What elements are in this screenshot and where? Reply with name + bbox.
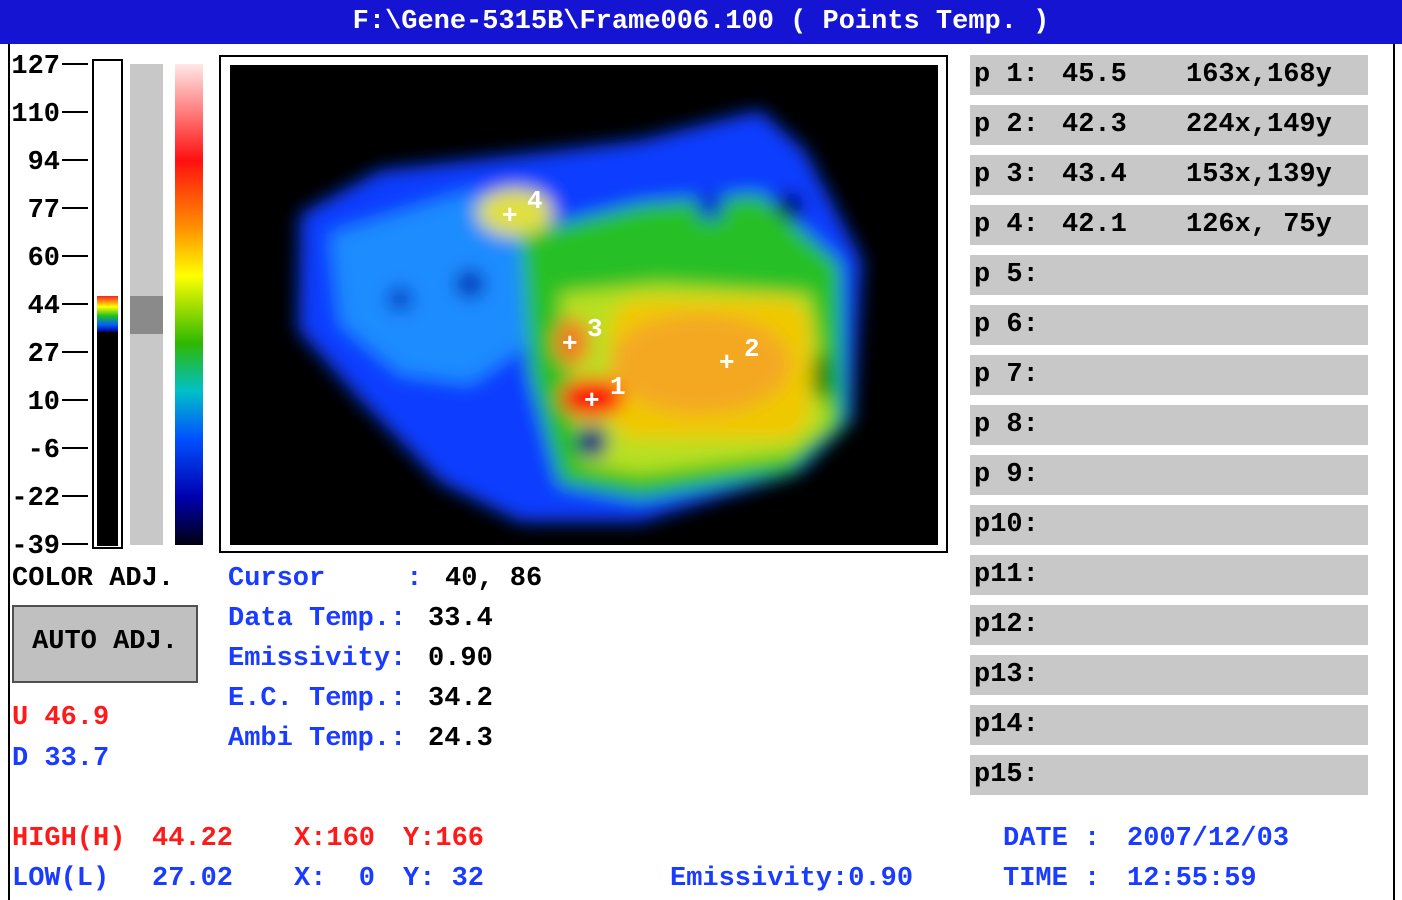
scale-label: 94 (28, 148, 60, 178)
readout-value: 0.90 (428, 644, 493, 674)
marker-cross: + (719, 348, 735, 378)
point-label: p 4: (974, 210, 1039, 240)
low-label: LOW(L) (12, 864, 110, 894)
point-label: p12: (974, 610, 1039, 640)
point-row: p11: (970, 555, 1368, 595)
point-label: p 1: (974, 60, 1039, 90)
point-row: p15: (970, 755, 1368, 795)
date-value: 2007/12/03 (1127, 824, 1290, 854)
marker-cross: + (502, 201, 518, 231)
color-adj-label: COLOR ADJ. (12, 564, 175, 594)
scale-label: 60 (28, 244, 60, 274)
scale-label: 110 (11, 100, 60, 130)
point-row: p13: (970, 655, 1368, 695)
scale-label: -39 (11, 532, 60, 562)
high-x: X:160 (294, 824, 376, 854)
point-label: p 5: (974, 260, 1039, 290)
point-label: p 8: (974, 410, 1039, 440)
point-row: p12: (970, 605, 1368, 645)
point-row: p 7: (970, 355, 1368, 395)
readout-label: Emissivity: (228, 644, 407, 674)
time-value: 12:55:59 (1127, 864, 1257, 894)
palette-bar (175, 64, 203, 545)
point-row: p 2: 42.3 224x,149y (970, 105, 1368, 145)
point-label: p15: (974, 760, 1039, 790)
scale-label: 77 (28, 196, 60, 226)
point-row: p 9: (970, 455, 1368, 495)
point-label: p13: (974, 660, 1039, 690)
range-window (130, 296, 163, 334)
high-label: HIGH(H) (12, 824, 126, 854)
point-row: p 4: 42.1 126x, 75y (970, 205, 1368, 245)
point-row: p 8: (970, 405, 1368, 445)
scale-label: -22 (11, 484, 60, 514)
marker-label: 4 (527, 186, 543, 216)
point-temp: 43.4 (1062, 160, 1127, 190)
left-border (8, 44, 10, 900)
title-bar: F:\Gene-5315B\Frame006.100 ( Points Temp… (0, 0, 1402, 44)
scale-label: 27 (28, 340, 60, 370)
point-label: p 2: (974, 110, 1039, 140)
time-label: TIME : (1003, 864, 1101, 894)
low-value: 27.02 (152, 864, 234, 894)
auto-adj-button[interactable]: AUTO ADJ. (12, 605, 198, 683)
point-position: 163x,168y (1186, 60, 1332, 90)
point-label: p11: (974, 560, 1039, 590)
point-label: p 6: (974, 310, 1039, 340)
readout-label: Data Temp.: (228, 604, 407, 634)
thermal-blobs (298, 110, 862, 522)
readout-label: Cursor : (228, 564, 423, 594)
point-label: p10: (974, 510, 1039, 540)
scale-label: 10 (28, 388, 60, 418)
point-row: p 3: 43.4 153x,139y (970, 155, 1368, 195)
readout-label: Ambi Temp.: (228, 724, 407, 754)
right-border (1393, 44, 1395, 900)
level-fill (97, 332, 118, 546)
marker-label: 1 (610, 372, 626, 402)
scale-label: -6 (28, 436, 60, 466)
high-value: 44.22 (152, 824, 234, 854)
point-label: p 9: (974, 460, 1039, 490)
low-x: X: 0 (294, 864, 376, 894)
point-row: p10: (970, 505, 1368, 545)
footer-emissivity: Emissivity:0.90 (670, 864, 914, 894)
marker-cross: + (562, 329, 578, 359)
readout-value: 40, 86 (445, 564, 543, 594)
level-range (97, 296, 118, 332)
readout-value: 34.2 (428, 684, 493, 714)
readout-label: E.C. Temp.: (228, 684, 407, 714)
markers: + 1 + 2 + 3 + 4 (502, 186, 760, 416)
point-label: p 7: (974, 360, 1039, 390)
marker-label: 2 (744, 334, 760, 364)
readout-value: 24.3 (428, 724, 493, 754)
date-label: DATE : (1003, 824, 1101, 854)
marker-label: 3 (587, 314, 603, 344)
point-temp: 42.3 (1062, 110, 1127, 140)
scale-label: 127 (11, 52, 60, 82)
point-label: p 3: (974, 160, 1039, 190)
point-label: p14: (974, 710, 1039, 740)
upper-value: U 46.9 (12, 703, 110, 733)
scale: 127 110 94 77 60 44 27 10 -6 -22 -39 (11, 52, 88, 562)
point-row: p 5: (970, 255, 1368, 295)
readout-value: 33.4 (428, 604, 493, 634)
point-row: p 6: (970, 305, 1368, 345)
point-position: 224x,149y (1186, 110, 1332, 140)
scale-and-image: 127 110 94 77 60 44 27 10 -6 -22 -39 (11, 52, 948, 562)
scale-label: 44 (28, 292, 60, 322)
high-y: Y:166 (403, 824, 485, 854)
point-temp: 45.5 (1062, 60, 1127, 90)
point-position: 153x,139y (1186, 160, 1332, 190)
point-temp: 42.1 (1062, 210, 1127, 240)
point-position: 126x, 75y (1186, 210, 1332, 240)
point-row: p 1: 45.5 163x,168y (970, 55, 1368, 95)
lower-value: D 33.7 (12, 744, 110, 774)
marker-cross: + (584, 386, 600, 416)
point-row: p14: (970, 705, 1368, 745)
low-y: Y: 32 (403, 864, 485, 894)
